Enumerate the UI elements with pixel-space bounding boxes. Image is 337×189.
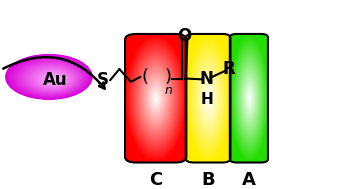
Circle shape [18, 61, 84, 95]
Circle shape [31, 67, 74, 90]
Circle shape [47, 76, 61, 83]
Circle shape [52, 78, 58, 81]
Circle shape [44, 74, 64, 85]
Circle shape [35, 70, 71, 88]
Circle shape [38, 71, 68, 87]
Circle shape [45, 75, 63, 84]
Text: C: C [149, 171, 162, 189]
Circle shape [18, 61, 83, 94]
Text: H: H [200, 92, 213, 107]
Circle shape [34, 69, 71, 88]
Text: Au: Au [43, 71, 68, 89]
Text: O: O [177, 27, 191, 45]
Circle shape [26, 65, 78, 92]
Circle shape [13, 58, 87, 96]
Circle shape [30, 67, 74, 90]
Circle shape [6, 55, 92, 99]
Circle shape [10, 57, 89, 98]
Circle shape [49, 77, 60, 83]
Circle shape [19, 61, 82, 94]
Circle shape [41, 73, 66, 86]
Text: ): ) [164, 68, 172, 86]
Circle shape [22, 63, 80, 93]
Circle shape [15, 59, 85, 96]
Circle shape [28, 66, 75, 91]
Circle shape [22, 63, 81, 93]
Circle shape [25, 64, 78, 92]
Circle shape [40, 72, 67, 86]
Text: B: B [201, 171, 215, 189]
Text: N: N [200, 70, 214, 88]
Circle shape [11, 58, 88, 97]
Circle shape [29, 67, 75, 90]
Circle shape [51, 78, 59, 82]
Circle shape [35, 70, 70, 88]
Circle shape [21, 62, 81, 94]
Circle shape [37, 71, 69, 87]
Circle shape [48, 76, 61, 83]
Circle shape [31, 68, 73, 89]
Text: R: R [223, 60, 236, 78]
Circle shape [44, 75, 63, 84]
Circle shape [55, 80, 56, 81]
Circle shape [12, 58, 87, 97]
Circle shape [7, 55, 91, 98]
Circle shape [16, 60, 85, 95]
Circle shape [40, 73, 66, 86]
Circle shape [32, 68, 72, 89]
Circle shape [8, 56, 90, 98]
Circle shape [33, 69, 72, 89]
Text: S: S [97, 71, 109, 89]
Circle shape [53, 79, 57, 81]
Circle shape [42, 73, 65, 85]
Circle shape [7, 55, 91, 99]
Text: n: n [164, 84, 173, 97]
Text: A: A [242, 171, 256, 189]
Text: (: ( [142, 68, 149, 86]
Circle shape [51, 78, 58, 82]
Circle shape [36, 70, 69, 88]
Circle shape [24, 64, 79, 92]
Circle shape [17, 60, 84, 95]
Circle shape [14, 59, 86, 96]
Circle shape [46, 76, 62, 84]
Circle shape [20, 62, 82, 94]
Circle shape [23, 64, 79, 93]
Circle shape [11, 57, 88, 97]
Circle shape [39, 72, 68, 87]
Circle shape [27, 66, 76, 91]
Circle shape [27, 65, 77, 91]
Circle shape [50, 77, 60, 82]
Circle shape [43, 74, 65, 85]
Circle shape [54, 79, 57, 81]
Circle shape [9, 56, 90, 98]
